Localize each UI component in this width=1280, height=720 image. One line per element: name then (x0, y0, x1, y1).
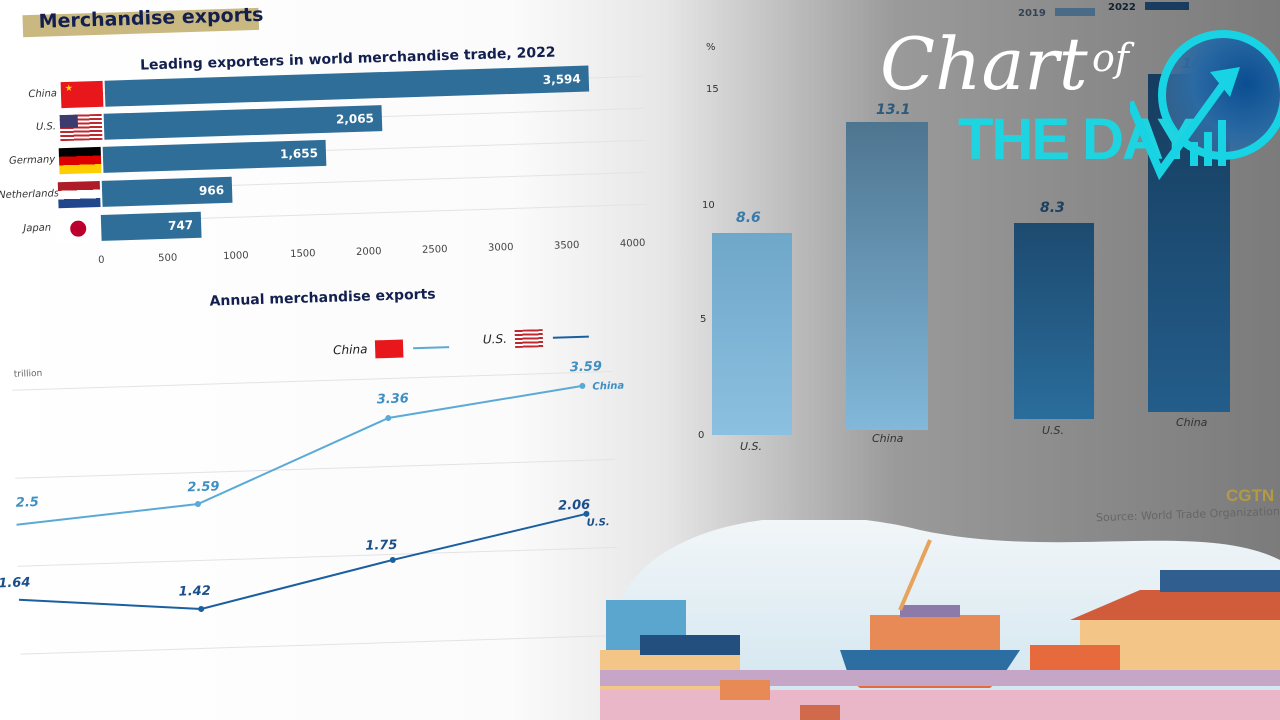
bar-value: 8.3 (1040, 200, 1065, 216)
bar-germany: 1,655 (102, 139, 327, 173)
x-tick: 0 (98, 254, 105, 267)
bar-us-2022 (1014, 223, 1094, 419)
china-flag-icon: ★ (60, 80, 104, 109)
x-tick: 500 (158, 252, 178, 265)
china-value: 2.59 (187, 479, 220, 496)
china-value: 3.59 (569, 359, 603, 376)
china-end-label: China (592, 380, 625, 393)
bar-value: 2,065 (335, 111, 375, 127)
logo-chart-text: Chart (880, 22, 1088, 106)
country-label-japan: Japan (23, 222, 52, 235)
cgtn-logo: CGTN (1226, 486, 1275, 505)
legend-label: 2022 (1108, 2, 1136, 13)
x-tick: 1500 (289, 248, 316, 261)
bar-value: 1,655 (279, 146, 319, 162)
y-tick: 10 (702, 200, 715, 211)
x-tick: 4000 (619, 237, 646, 250)
x-label: U.S. (1042, 424, 1065, 437)
y-tick: 15 (706, 84, 719, 95)
us-value: 1.64 (0, 575, 31, 592)
x-tick: 2000 (355, 246, 382, 258)
country-label-netherlands: Netherlands (0, 188, 60, 202)
y-tick: 0 (698, 430, 705, 441)
china-value-2019: 2.5 (15, 495, 40, 511)
left-chart-panel: Merchandise exports Leading exporters in… (0, 4, 647, 655)
germany-flag-icon (58, 146, 102, 175)
legend-line-us (552, 335, 589, 339)
x-label: China (1176, 416, 1208, 429)
bar-value: 3,594 (542, 71, 581, 87)
bar-value: 8.6 (736, 210, 761, 226)
right-chart-panel: 2019 2022 % 15 10 5 0 8.6 13.1 8.3 14. U… (670, 0, 1280, 470)
country-label-us: U.S. (35, 121, 57, 133)
y-tick: 5 (700, 314, 707, 325)
bar-value: 966 (198, 183, 225, 198)
us-value: 2.06 (557, 497, 591, 514)
legend-label: 2019 (1018, 8, 1046, 19)
line-chart-svg (16, 382, 590, 612)
line-chart-title: Annual merchandise exports (209, 286, 436, 310)
x-tick: 2500 (421, 244, 448, 256)
bar-china-2019 (846, 122, 928, 430)
x-label: U.S. (740, 440, 763, 453)
port-illustration (600, 520, 1280, 720)
x-tick: 3000 (487, 241, 514, 254)
us-value: 1.75 (365, 537, 398, 554)
china-value: 3.36 (376, 391, 410, 408)
bar-value: 747 (167, 218, 194, 233)
legend-2022: 2022 (1108, 2, 1190, 13)
x-tick: 1000 (222, 250, 249, 263)
bar-netherlands: 966 (101, 176, 233, 207)
legend-swatch-2019 (1055, 8, 1096, 16)
legend-swatch-2022 (1145, 2, 1190, 10)
us-value: 1.42 (178, 583, 211, 600)
japan-flag-icon (56, 215, 100, 243)
netherlands-flag-icon (57, 180, 101, 209)
us-flag-icon (59, 113, 103, 142)
bar-us-2019 (712, 233, 792, 435)
country-label-china: China (28, 88, 58, 101)
logo-of-text: of (1092, 36, 1129, 80)
trend-arrow-icon (1130, 67, 1240, 181)
y-axis-unit: % (706, 42, 716, 53)
bar-japan: 747 (100, 211, 202, 241)
country-label-germany: Germany (8, 154, 56, 167)
bar-value: 13.1 (876, 102, 911, 118)
x-label: China (872, 432, 904, 445)
x-tick: 3500 (553, 239, 580, 252)
chart-of-the-day-logo: Chart of THE DAY (880, 22, 1280, 192)
bar-us: 2,065 (103, 105, 383, 140)
legend-2019: 2019 (1018, 8, 1096, 19)
